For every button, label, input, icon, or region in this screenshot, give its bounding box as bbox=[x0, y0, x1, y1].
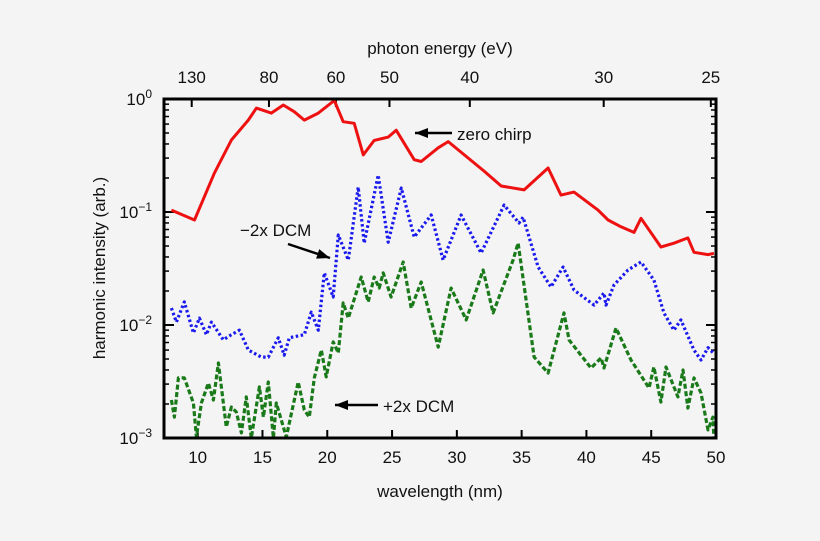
top-tick-label: 60 bbox=[326, 68, 345, 87]
x-axis-label: wavelength (nm) bbox=[376, 482, 503, 501]
x-tick-label: 45 bbox=[642, 448, 661, 467]
x-tick-label: 15 bbox=[253, 448, 272, 467]
top-tick-label: 25 bbox=[701, 68, 720, 87]
annotation-arrowhead-icon bbox=[316, 249, 330, 259]
plot-frame bbox=[162, 97, 718, 440]
top-tick-label: 50 bbox=[380, 68, 399, 87]
y-tick-label: 10−3 bbox=[119, 426, 152, 448]
top-tick-label: 30 bbox=[594, 68, 613, 87]
annotation-label: +2x DCM bbox=[383, 397, 454, 416]
annotation-arrowhead-icon bbox=[335, 400, 348, 410]
series-line-0 bbox=[170, 99, 715, 257]
axis-ticks: 10 15 20 25 30 35 40 45 50 130 80 60 50 40 30 25 100 10−1… bbox=[119, 68, 725, 467]
annotation-arrowhead-icon bbox=[415, 128, 428, 138]
x-tick-label: 30 bbox=[447, 448, 466, 467]
y-axis-label: harmonic intensity (arb.) bbox=[90, 177, 109, 359]
x-tick-label: 20 bbox=[318, 448, 337, 467]
top-axis-label: photon energy (eV) bbox=[367, 39, 513, 58]
x-tick-label: 40 bbox=[577, 448, 596, 467]
annotation-label: zero chirp bbox=[457, 125, 532, 144]
x-tick-label: 50 bbox=[707, 448, 726, 467]
top-tick-label: 130 bbox=[178, 68, 206, 87]
top-tick-label: 40 bbox=[460, 68, 479, 87]
top-tick-label: 80 bbox=[259, 68, 278, 87]
series-line-1 bbox=[169, 173, 716, 362]
x-tick-label: 25 bbox=[383, 448, 402, 467]
y-tick-label: 10−1 bbox=[119, 200, 152, 222]
x-tick-label: 35 bbox=[512, 448, 531, 467]
series-line-2 bbox=[169, 241, 716, 440]
y-tick-label: 10−2 bbox=[119, 313, 152, 335]
x-tick-label: 10 bbox=[188, 448, 207, 467]
y-tick-label: 100 bbox=[126, 87, 152, 109]
series-lines bbox=[169, 99, 716, 440]
annotation-label: −2x DCM bbox=[240, 221, 311, 240]
annotations: zero chirp −2x DCM +2x DCM bbox=[240, 125, 532, 416]
